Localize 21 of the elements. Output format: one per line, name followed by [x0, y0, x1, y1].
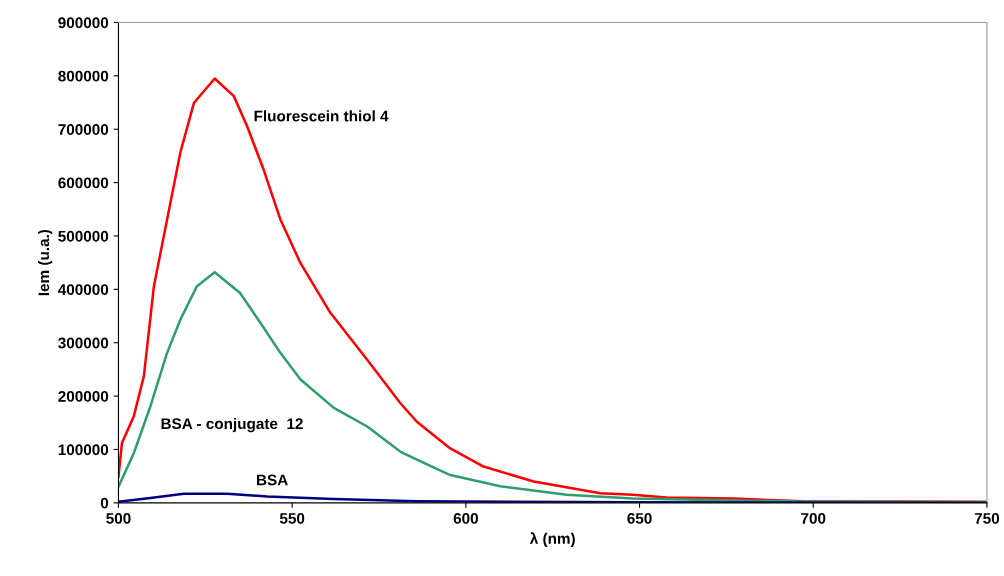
- y-tick-label: 100000: [58, 444, 109, 456]
- x-tick-label: 750: [974, 512, 1000, 524]
- x-tick-label: 500: [106, 512, 131, 524]
- y-axis-title: Iem (u.a.): [37, 229, 53, 296]
- y-tick-label: 500000: [58, 230, 109, 242]
- series-label: BSA: [257, 474, 288, 486]
- y-tick-label: 400000: [58, 284, 109, 296]
- x-tick-label: 550: [279, 512, 305, 524]
- x-tick-label: 600: [453, 512, 478, 524]
- x-axis-title: λ (nm): [529, 532, 575, 547]
- y-tick-label: 600000: [58, 177, 109, 189]
- x-tick-label: 650: [627, 512, 652, 524]
- x-tick-label: 700: [801, 512, 826, 524]
- y-tick-label: 900000: [58, 17, 109, 29]
- y-tick-label: 700000: [58, 124, 109, 135]
- series-label: BSA - conjugate 12: [161, 417, 303, 433]
- series-label: Fluorescein thiol 4: [254, 110, 389, 122]
- y-tick-label: 0: [100, 497, 109, 509]
- y-tick-label: 800000: [58, 70, 109, 82]
- y-tick-label: 300000: [58, 337, 109, 349]
- y-tick-label: 200000: [58, 390, 109, 402]
